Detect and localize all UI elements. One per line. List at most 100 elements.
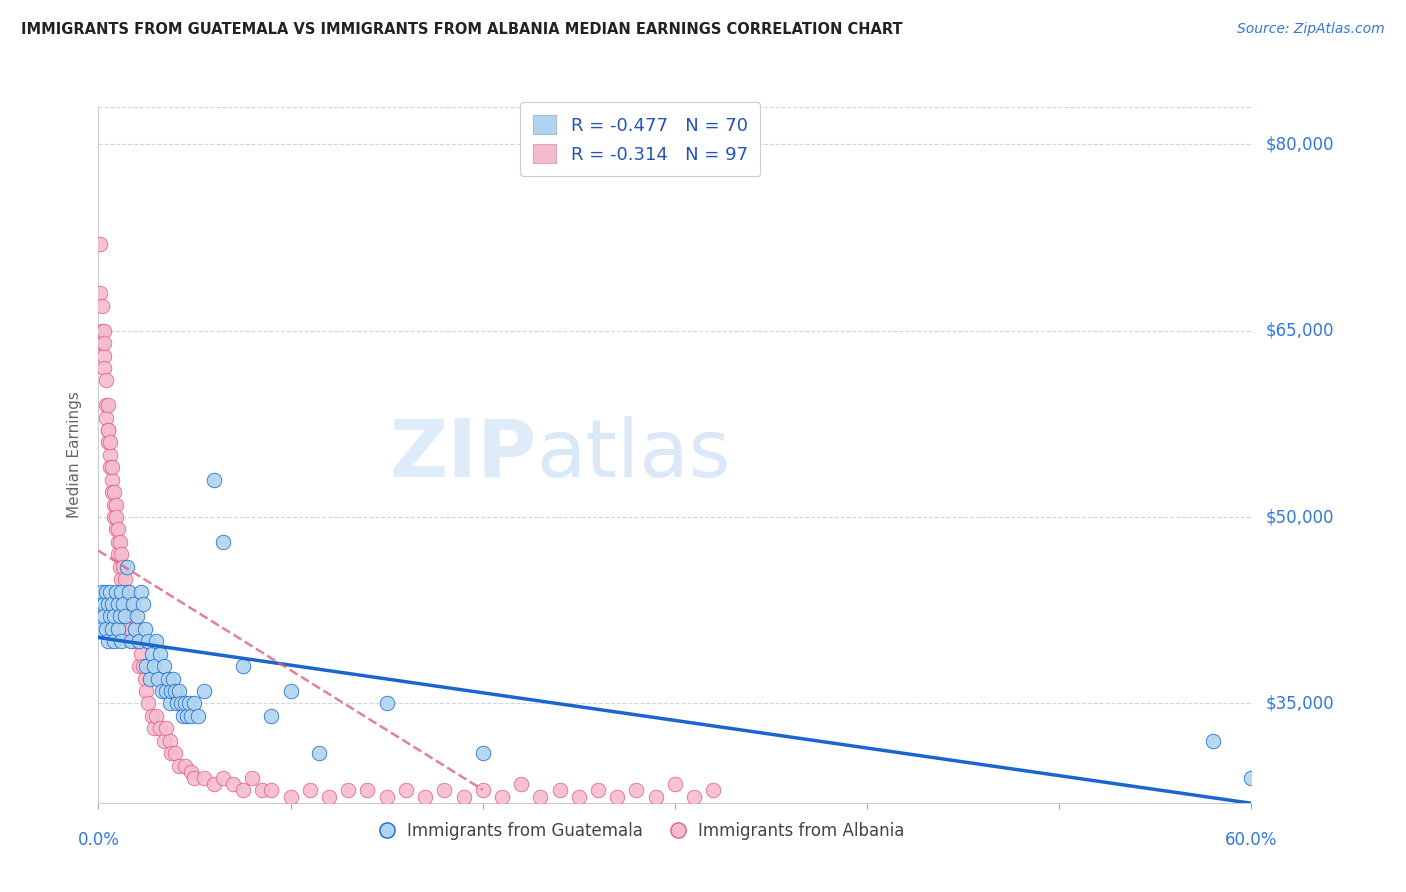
Point: [280, 789, 302, 804]
Point: [97, 398, 120, 412]
Point: [103, 609, 125, 624]
Point: [150, 684, 173, 698]
Text: 60.0%: 60.0%: [1225, 830, 1278, 848]
Point: [1202, 733, 1225, 747]
Text: $80,000: $80,000: [1265, 136, 1334, 153]
Point: [145, 708, 167, 723]
Point: [97, 597, 120, 611]
Point: [138, 634, 160, 648]
Point: [159, 733, 181, 747]
Point: [107, 534, 129, 549]
Point: [491, 789, 513, 804]
Point: [166, 697, 188, 711]
Point: [101, 485, 124, 500]
Point: [644, 789, 666, 804]
Point: [568, 789, 591, 804]
Point: [120, 634, 142, 648]
Point: [114, 609, 136, 624]
Point: [104, 523, 127, 537]
Point: [260, 708, 283, 723]
Point: [318, 789, 340, 804]
Point: [122, 634, 145, 648]
Text: $50,000: $50,000: [1265, 508, 1334, 526]
Point: [626, 783, 648, 797]
Point: [112, 597, 135, 611]
Point: [162, 672, 184, 686]
Point: [98, 460, 121, 475]
Point: [117, 584, 139, 599]
Point: [93, 360, 115, 375]
Point: [98, 435, 121, 450]
Point: [702, 783, 724, 797]
Point: [231, 783, 254, 797]
Point: [280, 684, 302, 698]
Point: [91, 324, 114, 338]
Point: [131, 597, 153, 611]
Point: [395, 783, 418, 797]
Point: [240, 771, 263, 785]
Text: IMMIGRANTS FROM GUATEMALA VS IMMIGRANTS FROM ALBANIA MEDIAN EARNINGS CORRELATION: IMMIGRANTS FROM GUATEMALA VS IMMIGRANTS …: [21, 22, 903, 37]
Point: [91, 336, 114, 351]
Point: [606, 789, 628, 804]
Point: [510, 777, 533, 791]
Point: [141, 647, 163, 661]
Point: [471, 746, 494, 760]
Point: [108, 559, 131, 574]
Point: [152, 659, 174, 673]
Point: [250, 783, 273, 797]
Point: [187, 708, 209, 723]
Point: [103, 510, 125, 524]
Point: [260, 783, 283, 797]
Point: [170, 697, 193, 711]
Point: [107, 597, 129, 611]
Text: ZIP: ZIP: [389, 416, 537, 494]
Point: [107, 547, 129, 561]
Point: [152, 733, 174, 747]
Point: [98, 584, 121, 599]
Point: [101, 460, 124, 475]
Point: [138, 697, 160, 711]
Point: [149, 647, 172, 661]
Point: [101, 473, 124, 487]
Point: [183, 771, 205, 785]
Point: [103, 498, 125, 512]
Point: [104, 510, 127, 524]
Point: [180, 764, 202, 779]
Point: [120, 622, 142, 636]
Point: [143, 721, 166, 735]
Point: [375, 697, 398, 711]
Point: [135, 659, 157, 673]
Point: [124, 622, 146, 636]
Point: [110, 584, 132, 599]
Point: [98, 609, 121, 624]
Point: [110, 634, 132, 648]
Text: Source: ZipAtlas.com: Source: ZipAtlas.com: [1237, 22, 1385, 37]
Point: [122, 609, 145, 624]
Point: [155, 721, 177, 735]
Point: [103, 634, 125, 648]
Point: [231, 659, 254, 673]
Point: [529, 789, 551, 804]
Point: [103, 485, 125, 500]
Point: [98, 448, 121, 462]
Point: [91, 622, 114, 636]
Point: [337, 783, 360, 797]
Point: [356, 783, 378, 797]
Point: [104, 498, 127, 512]
Text: $35,000: $35,000: [1265, 694, 1334, 713]
Point: [93, 336, 115, 351]
Point: [375, 789, 398, 804]
Point: [193, 771, 215, 785]
Point: [118, 597, 141, 611]
Point: [94, 410, 117, 425]
Point: [174, 697, 197, 711]
Point: [94, 584, 117, 599]
Point: [104, 584, 127, 599]
Point: [172, 708, 194, 723]
Point: [97, 435, 120, 450]
Text: atlas: atlas: [537, 416, 731, 494]
Point: [139, 672, 162, 686]
Point: [128, 634, 150, 648]
Point: [89, 597, 111, 611]
Point: [159, 697, 181, 711]
